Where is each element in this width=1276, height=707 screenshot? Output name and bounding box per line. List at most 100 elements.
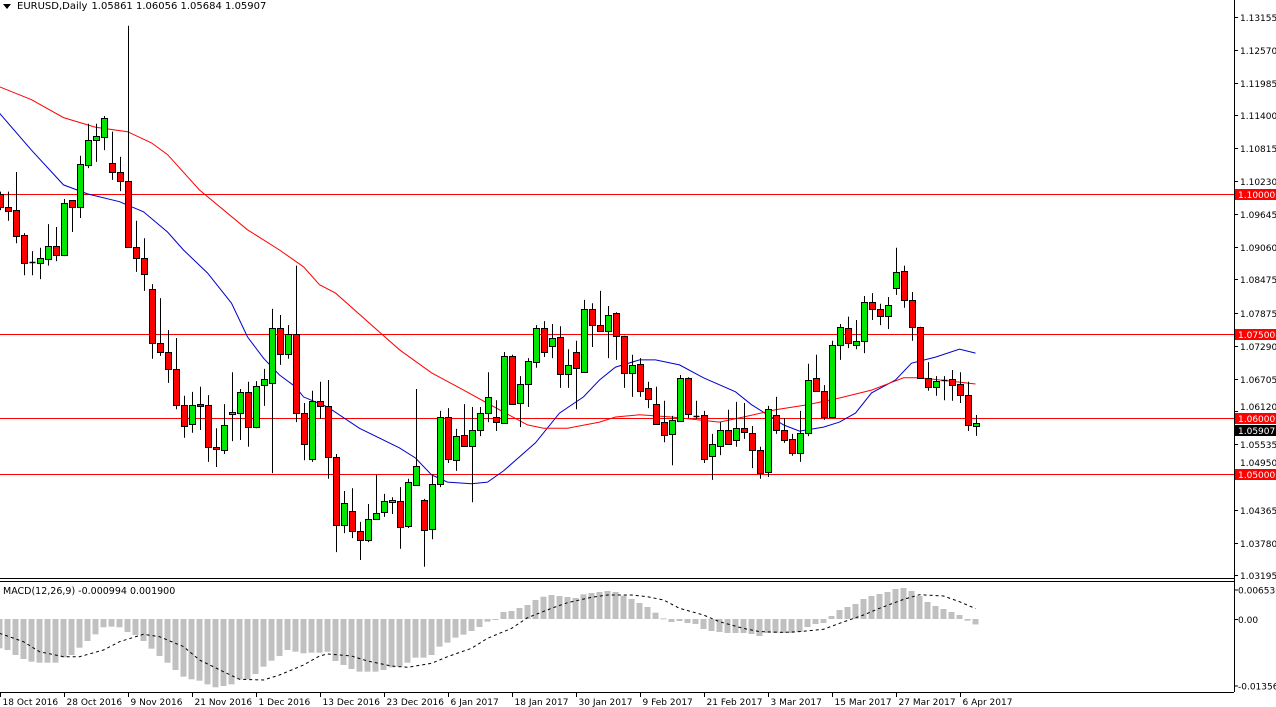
macd-histogram-bar <box>188 619 195 680</box>
candle <box>301 403 308 461</box>
candle <box>45 224 52 266</box>
macd-histogram-bar <box>108 619 115 627</box>
dropdown-triangle-icon[interactable] <box>3 4 11 9</box>
candles <box>0 25 980 567</box>
candle-body <box>101 118 108 138</box>
macd-histogram-bar <box>572 597 579 619</box>
macd-histogram-bar <box>908 590 915 619</box>
candle <box>797 410 804 462</box>
macd-histogram-bar <box>324 619 331 652</box>
macd-histogram-bar <box>196 619 203 681</box>
candle <box>901 265 908 308</box>
candle-body <box>629 365 636 374</box>
macd-histogram-bar <box>916 596 923 619</box>
symbol-timeframe: EURUSD,Daily <box>17 1 88 12</box>
candle <box>629 354 636 397</box>
macd-histogram-bar <box>884 592 891 619</box>
candle-body <box>373 513 380 520</box>
macd-tick-label: 0.00 <box>1238 616 1258 626</box>
candle <box>29 251 36 276</box>
candle <box>589 303 596 347</box>
candle-body <box>957 384 964 396</box>
candle-body <box>181 405 188 427</box>
level-price-tag <box>1235 413 1276 424</box>
macd-histogram-bar <box>820 619 827 623</box>
candle-body <box>301 413 308 445</box>
candle <box>757 446 764 479</box>
candle <box>613 312 620 360</box>
candle-body <box>597 325 604 332</box>
macd-histogram-bar <box>116 619 123 628</box>
date-tick-label: 9 Feb 2017 <box>643 698 693 707</box>
price-tick-label: 1.06705 <box>1240 376 1276 386</box>
candle-body <box>773 415 780 431</box>
candle-body <box>469 430 476 447</box>
candle <box>773 396 780 434</box>
candle-body <box>213 447 220 450</box>
macd-histogram-bar <box>156 619 163 656</box>
level-price-tag <box>1235 469 1276 480</box>
date-tick-label: 28 Oct 2016 <box>67 698 123 707</box>
moving-averages <box>0 86 976 485</box>
candle <box>957 372 964 404</box>
macd-histogram-bar <box>84 619 91 642</box>
candle-body <box>333 457 340 526</box>
candle <box>125 25 132 248</box>
level-price-tag-label: 1.10000 <box>1238 191 1275 201</box>
candle-body <box>821 391 828 418</box>
candle-body <box>653 404 660 425</box>
macd-histogram-bar <box>684 619 691 623</box>
candle-body <box>765 409 772 473</box>
candle-body <box>277 328 284 355</box>
macd-histogram-bar <box>964 619 971 621</box>
macd-histogram-bar <box>932 605 939 619</box>
macd-histogram-bar <box>956 615 963 619</box>
candle-body <box>565 365 572 375</box>
candle <box>197 386 204 430</box>
candle-body <box>141 258 148 275</box>
level-price-tag-label: 1.07500 <box>1238 331 1275 341</box>
candle-body <box>933 381 940 388</box>
candle <box>69 200 76 233</box>
candle-body <box>189 405 196 425</box>
candle <box>461 404 468 447</box>
macd-histogram-bar <box>4 619 11 650</box>
candle <box>501 352 508 424</box>
candle <box>741 403 748 439</box>
candle <box>133 220 140 272</box>
chart-header: EURUSD,Daily 1.05861 1.06056 1.05684 1.0… <box>3 1 266 12</box>
price-tick-label: 1.04365 <box>1240 507 1276 517</box>
candle <box>813 354 820 392</box>
price-tick-label: 1.04950 <box>1240 459 1276 469</box>
candle <box>829 340 836 419</box>
macd-histogram-bar <box>492 619 499 620</box>
candle-body <box>477 413 484 431</box>
candle <box>621 335 628 388</box>
macd-histogram-bar <box>204 619 211 685</box>
candle <box>77 155 84 219</box>
candle-body <box>925 378 932 388</box>
candle-body <box>53 246 60 256</box>
candle-body <box>173 369 180 406</box>
candle-body <box>949 379 956 386</box>
candle-body <box>637 364 644 392</box>
candle <box>181 395 188 438</box>
candle-body <box>0 194 4 208</box>
macd-histogram-bar <box>252 619 259 675</box>
macd-histogram-bar <box>788 619 795 634</box>
candle-body <box>165 352 172 370</box>
candle-body <box>797 433 804 454</box>
candle <box>93 123 100 162</box>
macd-histogram-bar <box>340 619 347 665</box>
candle <box>381 493 388 517</box>
macd-histogram-bar <box>844 607 851 619</box>
macd-histogram-bar <box>756 619 763 637</box>
macd-histogram-bar <box>148 619 155 649</box>
macd-histogram-bar <box>428 619 435 656</box>
macd-histogram-bar <box>876 593 883 619</box>
candle <box>893 247 900 295</box>
date-tick-label: 13 Dec 2016 <box>323 698 381 707</box>
candle <box>493 400 500 432</box>
